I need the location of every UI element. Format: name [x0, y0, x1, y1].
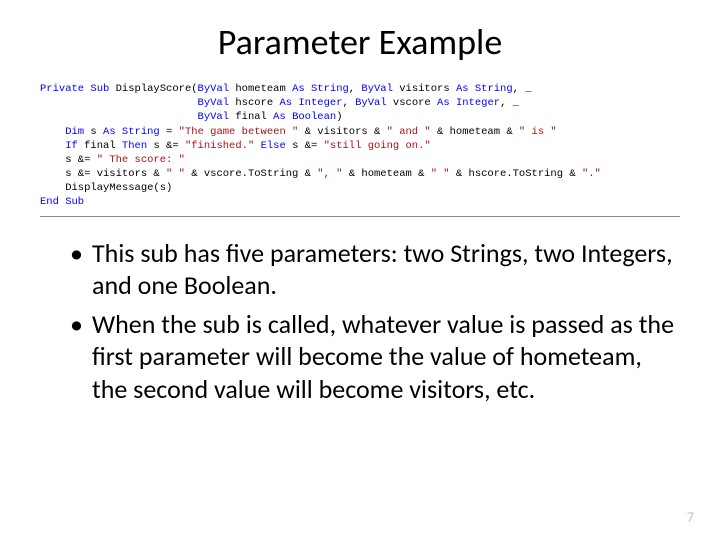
- code-text: visitors: [393, 83, 456, 95]
- code-text: DisplayScore(: [109, 83, 197, 95]
- code-text: s: [84, 126, 103, 138]
- code-kw: As: [437, 97, 450, 109]
- code-str: "The game between ": [179, 126, 299, 138]
- bullet-list: This sub has five parameters: two String…: [40, 237, 680, 406]
- code-kw: Integer: [450, 97, 500, 109]
- code-text: & vscore.ToString &: [185, 168, 317, 180]
- code-text: hscore: [229, 97, 279, 109]
- code-text: ): [336, 111, 342, 123]
- code-kw: Boolean: [286, 111, 336, 123]
- code-str: ".": [582, 168, 601, 180]
- code-text: ,: [349, 83, 362, 95]
- code-kw: As: [273, 111, 286, 123]
- slide-title: Parameter Example: [40, 20, 680, 64]
- code-text: =: [160, 126, 179, 138]
- code-block: Private Sub DisplayScore(ByVal hometeam …: [40, 82, 680, 217]
- code-kw: As: [456, 83, 469, 95]
- code-text: & visitors &: [298, 126, 386, 138]
- page-number: 7: [687, 509, 694, 526]
- slide: Parameter Example Private Sub DisplaySco…: [0, 0, 720, 540]
- code-text: & hometeam &: [431, 126, 519, 138]
- code-text: [40, 97, 198, 109]
- code-text: , _: [513, 83, 532, 95]
- code-kw: Then: [122, 140, 147, 152]
- code-text: DisplayMessage(s): [40, 182, 172, 194]
- code-kw: Private: [40, 83, 84, 95]
- code-str: ", ": [317, 168, 342, 180]
- code-text: [40, 111, 198, 123]
- code-str: " ": [166, 168, 185, 180]
- code-str: " ": [431, 168, 450, 180]
- code-text: hometeam: [229, 83, 292, 95]
- code-str: "still going on.": [324, 140, 431, 152]
- code-text: & hometeam &: [342, 168, 430, 180]
- code-kw: As: [292, 83, 305, 95]
- code-kw: End: [40, 196, 59, 208]
- code-text: & hscore.ToString &: [450, 168, 582, 180]
- code-kw: ByVal: [198, 83, 230, 95]
- code-kw: Dim: [40, 126, 84, 138]
- code-kw: Sub: [84, 83, 109, 95]
- code-text: final: [229, 111, 273, 123]
- code-str: " and ": [387, 126, 431, 138]
- code-kw: Else: [254, 140, 286, 152]
- code-kw: ByVal: [355, 97, 387, 109]
- code-text: final: [78, 140, 122, 152]
- code-text: s &= visitors &: [40, 168, 166, 180]
- code-text: , _: [500, 97, 519, 109]
- code-kw: ByVal: [198, 97, 230, 109]
- code-kw: As: [279, 97, 292, 109]
- code-kw: Sub: [59, 196, 84, 208]
- code-kw: As: [103, 126, 116, 138]
- code-kw: String: [116, 126, 160, 138]
- code-text: s &=: [286, 140, 324, 152]
- code-kw: If: [40, 140, 78, 152]
- code-text: vscore: [387, 97, 437, 109]
- bullet-item: When the sub is called, whatever value i…: [70, 308, 680, 406]
- code-kw: Integer: [292, 97, 342, 109]
- code-kw: ByVal: [198, 111, 230, 123]
- code-text: s &=: [40, 154, 97, 166]
- code-kw: String: [469, 83, 513, 95]
- code-str: " The score: ": [97, 154, 185, 166]
- code-kw: ByVal: [361, 83, 393, 95]
- code-text: ,: [343, 97, 356, 109]
- code-str: "finished.": [185, 140, 254, 152]
- bullet-item: This sub has five parameters: two String…: [70, 237, 680, 302]
- code-kw: String: [305, 83, 349, 95]
- code-str: " is ": [519, 126, 557, 138]
- code-text: s &=: [147, 140, 185, 152]
